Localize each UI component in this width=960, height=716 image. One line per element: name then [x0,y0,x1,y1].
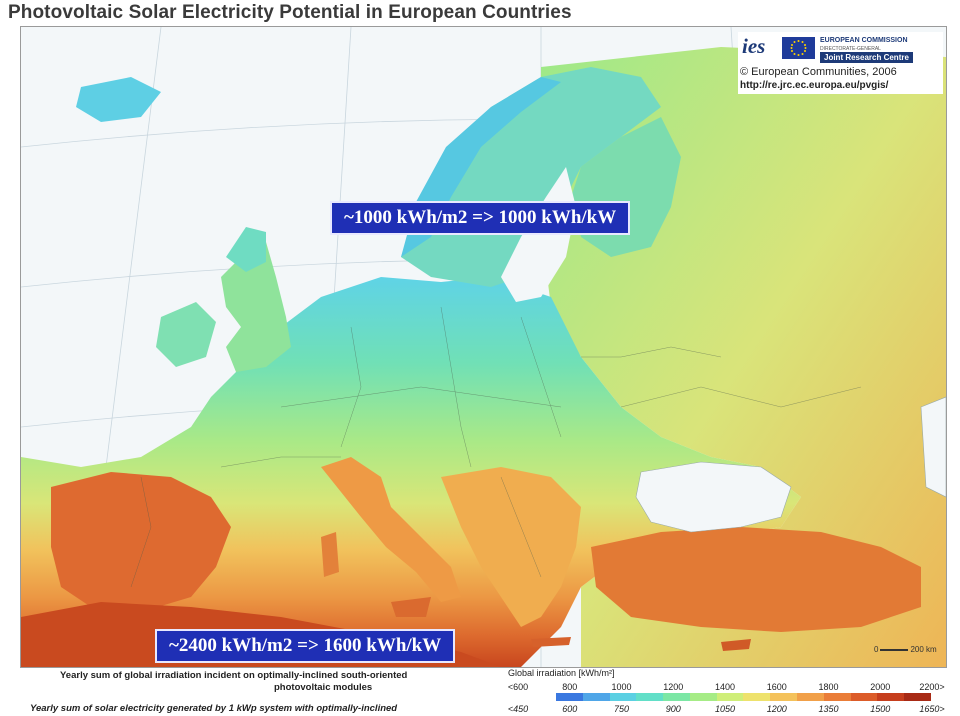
commission-name: EUROPEAN COMMISSION [820,37,908,44]
legend-swatch [689,693,717,701]
electricity-tick-label: 1350 [818,704,839,714]
electricity-tick-label: 1200 [766,704,787,714]
scale-zero: 0 [874,645,879,654]
electricity-tick-label: 1500 [870,704,891,714]
eu-flag-icon [782,37,815,59]
electricity-tick-label: 750 [613,704,630,714]
irradiation-tick-label: 1000 [611,682,632,692]
irradiation-tick-label: 2000 [870,682,891,692]
sicily-land [391,597,431,617]
scale-label: 200 km [910,645,937,654]
callout-south: ~2400 kWh/m2 => 1600 kWh/kW [155,629,456,663]
legend-swatch [582,693,610,701]
callout-north: ~1000 kWh/m2 => 1000 kWh/kW [330,201,631,235]
jrc-label: Joint Research Centre [820,52,913,63]
country-borders [130,306,862,588]
map-title: Photovoltaic Solar Electricity Potential… [8,2,572,23]
map-canvas [21,27,946,667]
legend-electricity-text: Yearly sum of solar electricity generate… [30,703,398,714]
irradiation-tick-label: <600 [507,682,529,692]
legend-swatch [770,693,798,701]
legend-swatch [823,693,851,701]
electricity-tick-label: 1650> [919,704,945,714]
legend-swatch [850,693,878,701]
legend-swatch [904,693,931,701]
legend-swatch [556,693,583,701]
black-sea [635,461,792,533]
legend-swatch [636,693,664,701]
ies-logo: ies [742,34,766,58]
iberia-land [51,472,231,612]
legend-swatch [716,693,744,701]
european-commission-label: EUROPEAN COMMISSION DIRECTORATE-GENERAL [820,37,908,53]
legend-irradiation-header: Global irradiation [kWh/m²] [508,668,615,678]
legend-swatch [609,693,637,701]
ireland-land [156,302,216,367]
solar-potential-map[interactable] [20,26,947,668]
great-britain-land [221,242,291,372]
continental-europe-land [21,277,801,667]
electricity-tick-label: 900 [665,704,681,714]
legend-swatch [797,693,824,701]
directorate-label: DIRECTORATE-GENERAL [820,46,881,52]
irradiation-tick-label: 1800 [818,682,839,692]
balkans-land [441,467,581,627]
irradiation-tick-label: 1200 [663,682,684,692]
electricity-tick-label: 1050 [714,704,736,714]
legend-irradiation-text: Yearly sum of global irradiation inciden… [60,670,408,681]
copyright-text: © European Communities, 2006 [740,66,897,78]
irradiation-tick-label: 2200> [919,682,945,692]
crete-land [531,637,571,647]
caspian-sea [920,396,946,498]
sardinia-land [321,532,339,577]
legend-swatch [877,693,905,701]
scale-bar: 0 200 km [874,645,937,654]
irradiation-tick-label: 800 [562,682,578,692]
irradiation-tick-label: 1600 [766,682,787,692]
legend-swatch [663,693,690,701]
cyprus-land [721,639,751,651]
color-scale-bar [556,693,931,701]
legend-modules-text: photovoltaic modules [274,682,373,693]
turkey-land [591,527,921,632]
electricity-tick-label: 600 [562,704,578,714]
source-url[interactable]: http://re.jrc.ec.europa.eu/pvgis/ [740,80,889,91]
irradiation-tick-label: 1400 [714,682,736,692]
electricity-tick-label: <450 [507,704,529,714]
iceland-land [76,77,161,122]
logo-panel: ies EUROPEAN COMMISSION DIRECTORATE-GENE… [738,32,943,94]
italy-land [321,457,461,602]
legend-swatch [743,693,771,701]
scotland-land [226,227,266,272]
